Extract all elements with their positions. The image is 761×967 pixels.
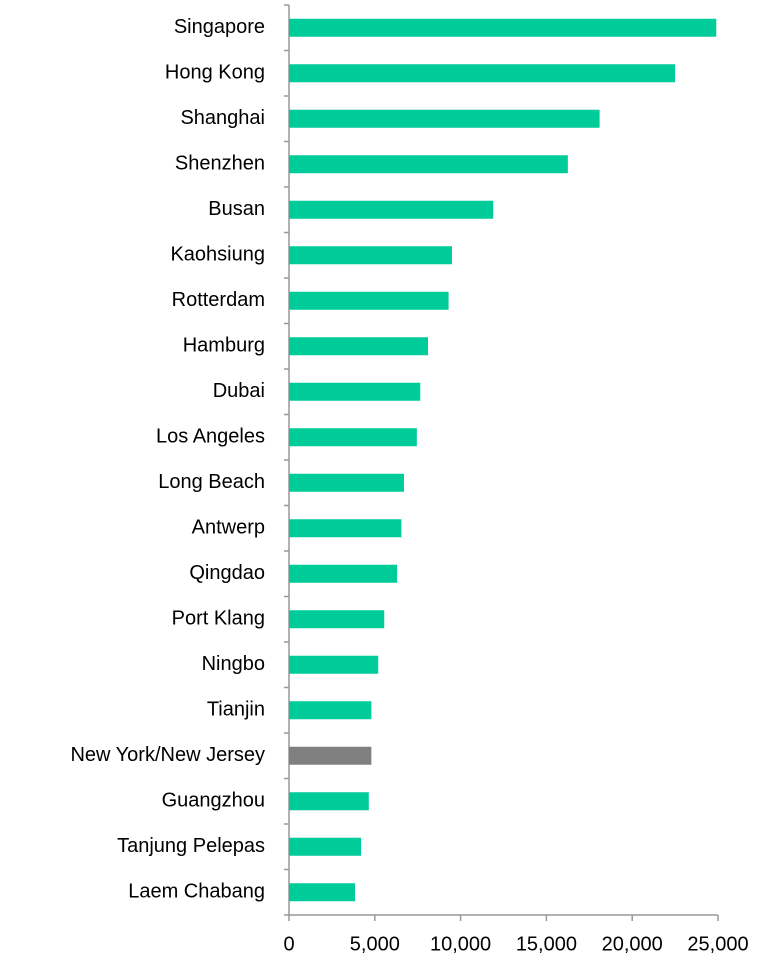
y-tick-label: Tanjung Pelepas bbox=[117, 835, 265, 857]
bar bbox=[289, 291, 449, 310]
bar bbox=[289, 564, 398, 583]
bar bbox=[289, 428, 417, 447]
bar bbox=[289, 792, 369, 811]
y-tick-label: Shanghai bbox=[180, 107, 265, 129]
bar bbox=[289, 655, 379, 674]
x-tick-label: 15,000 bbox=[516, 933, 577, 955]
y-tick-label: Los Angeles bbox=[156, 426, 265, 448]
bar bbox=[289, 200, 494, 219]
bar bbox=[289, 610, 385, 629]
bar bbox=[289, 701, 372, 720]
y-tick-label: Guangzhou bbox=[162, 790, 265, 812]
bar bbox=[289, 883, 356, 902]
y-tick-label: Kaohsiung bbox=[170, 244, 265, 266]
x-tick-label: 25,000 bbox=[687, 933, 748, 955]
y-tick-label: Hong Kong bbox=[165, 62, 265, 84]
bar bbox=[289, 382, 421, 401]
y-tick-label: Dubai bbox=[213, 380, 265, 402]
y-tick-label: Qingdao bbox=[189, 562, 265, 584]
y-tick-label: Ningbo bbox=[202, 653, 265, 675]
y-tick-label: Port Klang bbox=[172, 608, 265, 630]
bar bbox=[289, 337, 428, 356]
y-tick-label: Long Beach bbox=[158, 471, 265, 493]
y-tick-label: Shenzhen bbox=[175, 153, 265, 175]
bar bbox=[289, 109, 600, 128]
y-tick-label: Busan bbox=[208, 198, 265, 220]
bar bbox=[289, 519, 402, 538]
x-tick-label: 20,000 bbox=[602, 933, 663, 955]
x-tick-label: 0 bbox=[283, 933, 294, 955]
y-tick-label: Singapore bbox=[174, 16, 265, 38]
y-tick-label: Hamburg bbox=[183, 335, 265, 357]
bar bbox=[289, 18, 717, 37]
y-tick-label: New York/New Jersey bbox=[70, 744, 265, 766]
y-tick-label: Antwerp bbox=[192, 517, 265, 539]
bar bbox=[289, 64, 676, 83]
y-tick-label: Tianjin bbox=[207, 699, 265, 721]
bar bbox=[289, 837, 362, 856]
bar bbox=[289, 746, 372, 765]
x-tick-label: 5,000 bbox=[350, 933, 400, 955]
x-tick-label: 10,000 bbox=[430, 933, 491, 955]
y-tick-label: Laem Chabang bbox=[128, 881, 265, 903]
y-tick-label: Rotterdam bbox=[172, 289, 265, 311]
bar bbox=[289, 246, 453, 265]
bar bbox=[289, 473, 404, 492]
bar bbox=[289, 155, 568, 174]
